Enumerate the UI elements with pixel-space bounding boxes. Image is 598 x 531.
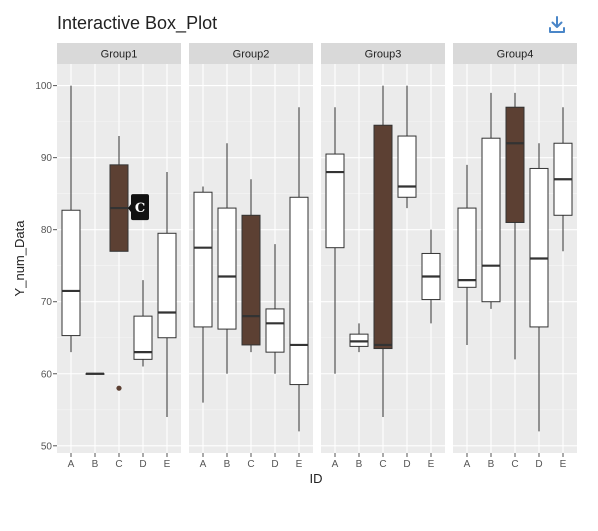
y-tick-label: 50 xyxy=(41,441,53,452)
box-group4-b xyxy=(481,92,501,309)
box-group4-e xyxy=(553,107,573,252)
box-group1-a xyxy=(61,85,81,353)
box-group2-d xyxy=(265,244,285,374)
box-group3-e xyxy=(421,229,441,324)
x-tick-label: E xyxy=(296,459,303,470)
y-tick-label: 90 xyxy=(41,153,53,164)
box-body xyxy=(529,167,549,328)
x-tick-label: C xyxy=(511,459,518,470)
box-body xyxy=(289,196,309,386)
box-group3-b xyxy=(349,323,369,353)
x-tick-label: B xyxy=(356,459,363,470)
download-button[interactable] xyxy=(546,14,568,36)
x-tick-label: B xyxy=(224,459,231,470)
panel-strip xyxy=(189,43,313,64)
panel-strip-label: Group1 xyxy=(101,49,138,61)
tooltip-box xyxy=(131,194,149,221)
box-body xyxy=(457,207,477,288)
x-tick-label: C xyxy=(115,459,122,470)
box-group4-d xyxy=(529,143,549,432)
outlier-point xyxy=(116,385,122,391)
box-group2-b xyxy=(217,143,237,374)
x-tick-label: A xyxy=(200,459,207,470)
box-body xyxy=(193,191,213,328)
panel-strip-label: Group2 xyxy=(233,49,270,61)
x-tick-label: B xyxy=(92,459,99,470)
x-tick-label: D xyxy=(271,459,278,470)
y-tick-label: 100 xyxy=(35,81,52,92)
box-body xyxy=(397,135,417,198)
download-icon xyxy=(549,16,565,33)
box-group1-e xyxy=(157,172,177,417)
box-body xyxy=(217,207,237,330)
x-tick-label: D xyxy=(139,459,146,470)
y-tick-label: 70 xyxy=(41,297,53,308)
panel-group1: Group1 A B C D E xyxy=(57,43,181,470)
x-tick-label: E xyxy=(164,459,171,470)
box-group2-a xyxy=(193,186,213,403)
box-group1-c xyxy=(109,136,129,391)
x-tick-label: E xyxy=(428,459,435,470)
box-body xyxy=(265,308,285,353)
box-group4-a xyxy=(457,164,477,345)
box-body xyxy=(481,137,501,303)
panel-group3: Group3 A B C D E xyxy=(321,43,445,470)
y-tick-label: 80 xyxy=(41,225,53,236)
box-body xyxy=(325,153,345,249)
box-body xyxy=(373,124,393,350)
hover-tooltip: C xyxy=(128,194,149,221)
panel-strip xyxy=(57,43,181,64)
y-tick-label: 60 xyxy=(41,369,53,380)
x-axis-title: ID xyxy=(310,471,323,486)
tooltip-label: C xyxy=(135,201,145,216)
box-group3-d xyxy=(397,85,417,209)
x-tick-label: A xyxy=(332,459,339,470)
y-axis-title: Y_num_Data xyxy=(12,220,27,297)
tooltip-arrow xyxy=(128,204,131,213)
box-group2-c xyxy=(241,179,261,353)
x-tick-label: C xyxy=(379,459,386,470)
panel-strip-label: Group4 xyxy=(497,49,534,61)
box-body xyxy=(157,232,177,339)
box-group1-d xyxy=(133,280,153,367)
x-tick-label: D xyxy=(403,459,410,470)
box-group3-c xyxy=(373,85,393,417)
panel-strip xyxy=(321,43,445,64)
x-tick-label: B xyxy=(488,459,495,470)
x-tick-label: A xyxy=(68,459,75,470)
box-group1-b xyxy=(85,372,105,375)
box-body xyxy=(505,106,525,223)
box-group3-a xyxy=(325,107,345,374)
panel-group2: Group2 A B C D E xyxy=(189,43,313,470)
panel-strip xyxy=(453,43,577,64)
x-tick-label: C xyxy=(247,459,254,470)
box-group2-e xyxy=(289,107,309,432)
panel-group4: Group4 A B C D E xyxy=(453,43,577,470)
box-body xyxy=(133,315,153,360)
box-body xyxy=(241,214,261,346)
box-group4-c xyxy=(505,92,525,360)
chart-title: Interactive Box_Plot xyxy=(57,13,218,33)
x-tick-label: E xyxy=(560,459,567,470)
x-tick-label: A xyxy=(464,459,471,470)
panel-strip-label: Group3 xyxy=(365,49,402,61)
x-tick-label: D xyxy=(535,459,542,470)
box-body xyxy=(61,209,81,337)
